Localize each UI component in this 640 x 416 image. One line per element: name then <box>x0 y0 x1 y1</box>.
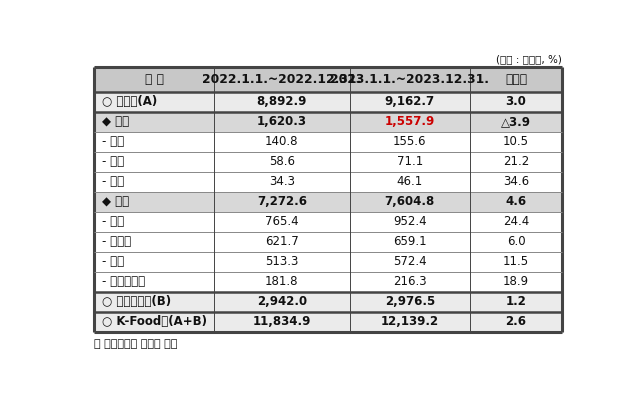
Text: 140.8: 140.8 <box>265 135 299 148</box>
Bar <box>94 67 562 92</box>
Text: 659.1: 659.1 <box>393 235 427 248</box>
Text: 12,139.2: 12,139.2 <box>381 315 439 328</box>
Bar <box>94 212 562 232</box>
Bar <box>94 312 562 332</box>
Bar <box>94 232 562 252</box>
Text: 765.4: 765.4 <box>265 215 299 228</box>
Text: 572.4: 572.4 <box>393 255 427 268</box>
Text: ◆ 가공: ◆ 가공 <box>102 195 129 208</box>
Text: 11.5: 11.5 <box>503 255 529 268</box>
Text: ○ 전후방산업(B): ○ 전후방산업(B) <box>102 295 171 308</box>
Text: 3.0: 3.0 <box>506 95 526 108</box>
Text: 952.4: 952.4 <box>393 215 427 228</box>
Text: ◆ 신선: ◆ 신선 <box>102 115 129 128</box>
Text: 24.4: 24.4 <box>503 215 529 228</box>
Text: 58.6: 58.6 <box>269 155 295 168</box>
Text: 2,942.0: 2,942.0 <box>257 295 307 308</box>
Text: 1.2: 1.2 <box>506 295 526 308</box>
Text: 4.6: 4.6 <box>506 195 527 208</box>
Bar <box>94 192 562 212</box>
Text: 7,272.6: 7,272.6 <box>257 195 307 208</box>
Bar <box>94 292 562 312</box>
Bar <box>94 252 562 272</box>
Text: △3.9: △3.9 <box>501 115 531 128</box>
Text: 21.2: 21.2 <box>503 155 529 168</box>
Text: 1,620.3: 1,620.3 <box>257 115 307 128</box>
Text: ○ 농식품(A): ○ 농식품(A) <box>102 95 157 108</box>
Text: (단위 : 백만불, %): (단위 : 백만불, %) <box>496 54 562 64</box>
Text: 구 분: 구 분 <box>145 73 163 86</box>
Text: 34.6: 34.6 <box>503 175 529 188</box>
Text: 71.1: 71.1 <box>397 155 423 168</box>
Text: 1,557.9: 1,557.9 <box>385 115 435 128</box>
Text: ＊ 스마트팜은 수주액 포함: ＊ 스마트팜은 수주액 포함 <box>94 339 177 349</box>
Bar <box>94 151 562 171</box>
Text: - 김치: - 김치 <box>102 135 124 148</box>
Text: 증감률: 증감률 <box>505 73 527 86</box>
Text: 9,162.7: 9,162.7 <box>385 95 435 108</box>
Text: 8,892.9: 8,892.9 <box>257 95 307 108</box>
Text: 18.9: 18.9 <box>503 275 529 288</box>
Text: - 음료: - 음료 <box>102 255 124 268</box>
Text: 10.5: 10.5 <box>503 135 529 148</box>
Text: 6.0: 6.0 <box>507 235 525 248</box>
Bar <box>94 272 562 292</box>
Text: 181.8: 181.8 <box>265 275 299 288</box>
Text: - 라면: - 라면 <box>102 215 124 228</box>
Bar <box>94 131 562 151</box>
Bar <box>94 92 562 111</box>
Text: 7,604.8: 7,604.8 <box>385 195 435 208</box>
Text: 2,976.5: 2,976.5 <box>385 295 435 308</box>
Text: 2.6: 2.6 <box>506 315 527 328</box>
Text: - 쌀가공식품: - 쌀가공식품 <box>102 275 145 288</box>
Text: 621.7: 621.7 <box>265 235 299 248</box>
Text: 46.1: 46.1 <box>397 175 423 188</box>
Text: 2022.1.1.~2022.12.31.: 2022.1.1.~2022.12.31. <box>202 73 362 86</box>
Text: 155.6: 155.6 <box>393 135 426 148</box>
Bar <box>94 111 562 131</box>
Text: 11,834.9: 11,834.9 <box>253 315 311 328</box>
Text: - 과자류: - 과자류 <box>102 235 131 248</box>
Text: ○ K-Food＋(A+B): ○ K-Food＋(A+B) <box>102 315 207 328</box>
Bar <box>94 171 562 192</box>
Text: - 포도: - 포도 <box>102 175 124 188</box>
Text: 34.3: 34.3 <box>269 175 295 188</box>
Text: 216.3: 216.3 <box>393 275 427 288</box>
Text: 513.3: 513.3 <box>265 255 299 268</box>
Text: 2023.1.1.~2023.12.31.: 2023.1.1.~2023.12.31. <box>330 73 489 86</box>
Text: - 딸기: - 딸기 <box>102 155 124 168</box>
